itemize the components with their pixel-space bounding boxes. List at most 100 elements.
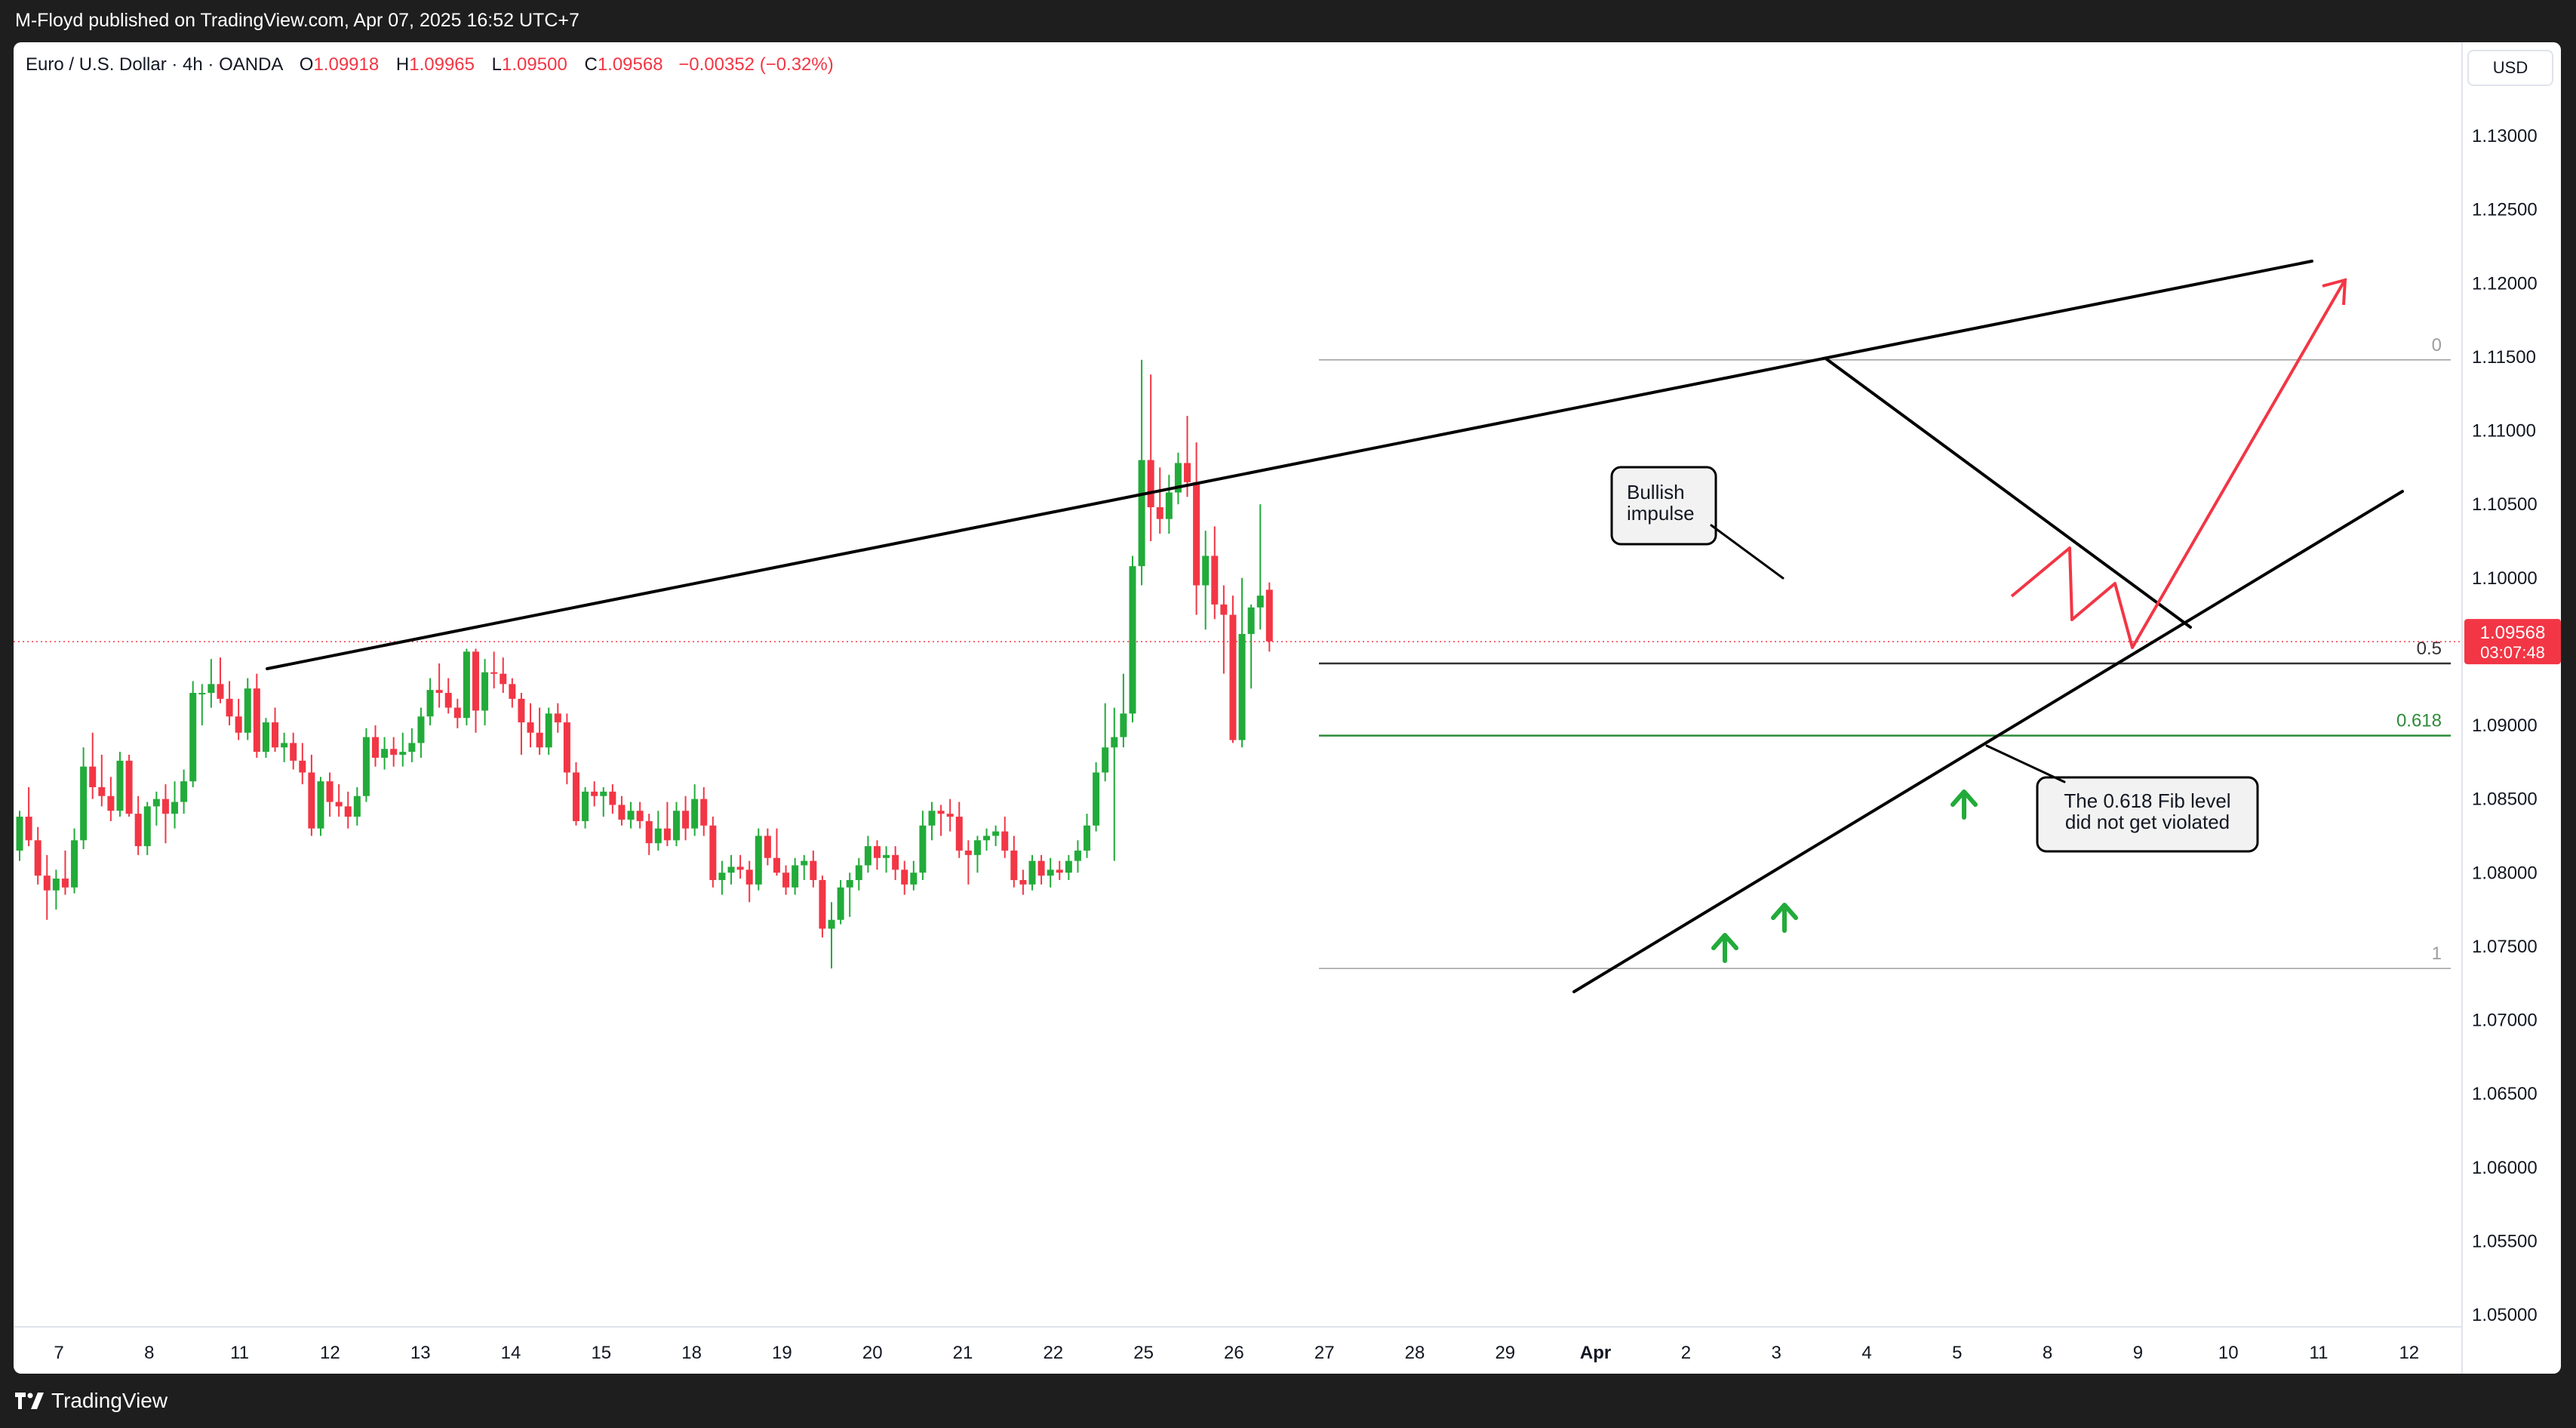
time-tick-label: 29 xyxy=(1495,1343,1515,1363)
high-label: H xyxy=(395,54,410,75)
upper-resistance-trendline xyxy=(266,260,2313,670)
candle-body xyxy=(417,716,425,743)
callout-text: impulse xyxy=(1627,502,1695,525)
time-tick-label: 7 xyxy=(54,1343,63,1363)
callout-pointer xyxy=(1710,524,1784,580)
candle-body xyxy=(226,698,233,717)
candle-body xyxy=(1010,850,1018,881)
candle-body xyxy=(1093,772,1100,826)
candle-body xyxy=(207,684,215,694)
time-tick-label: 8 xyxy=(144,1343,154,1363)
time-tick-label: 2 xyxy=(1681,1343,1691,1363)
time-tick-label: 25 xyxy=(1133,1343,1154,1363)
candle-body xyxy=(344,806,352,817)
candle-body xyxy=(846,880,853,888)
candle-body xyxy=(892,854,899,870)
candle-body xyxy=(983,836,991,841)
candle-body xyxy=(235,716,242,733)
candle-body xyxy=(80,766,88,841)
candle-body xyxy=(52,879,60,891)
candle-body xyxy=(463,651,470,719)
candle-body xyxy=(308,772,315,829)
candle-body xyxy=(946,814,954,817)
candle-body xyxy=(408,743,416,752)
price-tick-label: 1.13000 xyxy=(2472,126,2538,146)
low-value: 1.09500 xyxy=(502,54,567,75)
candle-body xyxy=(855,865,862,881)
candle-body xyxy=(554,713,561,723)
candle-body xyxy=(362,737,370,796)
candle-body xyxy=(472,651,479,711)
candle-body xyxy=(1037,860,1045,876)
candle-body xyxy=(1138,460,1145,567)
time-tick-label: Apr xyxy=(1580,1343,1611,1363)
candle-body xyxy=(828,919,835,929)
candle-body xyxy=(1147,460,1154,508)
candle-body xyxy=(1165,492,1173,519)
candle-body xyxy=(1074,850,1081,861)
footer-bar: TradingView xyxy=(0,1374,2576,1428)
candle-body xyxy=(381,749,389,758)
candle-body xyxy=(290,743,297,761)
candle-body xyxy=(563,722,570,773)
candle-body xyxy=(919,825,927,873)
candle-body xyxy=(654,828,662,844)
time-tick-label: 9 xyxy=(2133,1343,2143,1363)
price-tick-label: 1.08000 xyxy=(2472,863,2538,883)
falling-trendline xyxy=(1825,358,2192,629)
candle-body xyxy=(1220,604,1228,615)
candle-body xyxy=(992,831,1000,836)
candle-body xyxy=(16,817,23,851)
candle-body xyxy=(490,672,498,674)
candle-body xyxy=(901,869,908,885)
candle-body xyxy=(618,805,626,820)
time-tick-label: 8 xyxy=(2043,1343,2052,1363)
candle-body xyxy=(143,806,151,847)
candle-body xyxy=(1019,880,1027,885)
current-price-tag xyxy=(2464,619,2561,665)
time-tick-label: 20 xyxy=(862,1343,883,1363)
candle-body xyxy=(718,872,726,881)
candle-body xyxy=(444,693,452,708)
candle-body xyxy=(937,811,945,814)
candle-body xyxy=(864,846,871,866)
candle-body xyxy=(353,796,361,817)
fib-level-label: 0 xyxy=(2432,335,2442,355)
price-chart[interactable]: 1.13000 1.12500 1.12000 1.11500 1.11000 1.105… xyxy=(14,42,2561,1374)
chart-panel[interactable]: 1.13000 1.12500 1.12000 1.11500 1.11000 1.105… xyxy=(14,42,2561,1374)
candle-body xyxy=(773,857,780,873)
callout-text: The 0.618 Fib level xyxy=(2064,789,2230,812)
candle-body xyxy=(426,690,434,717)
candle-body xyxy=(244,688,251,733)
candle-body xyxy=(180,781,188,802)
candle-body xyxy=(399,752,407,756)
time-tick-label: 12 xyxy=(320,1343,340,1363)
price-tick-label: 1.05000 xyxy=(2472,1305,2538,1325)
candle-body xyxy=(152,799,160,807)
currency-selector[interactable]: USD xyxy=(2467,50,2553,86)
candle-body xyxy=(682,811,690,829)
candle-body xyxy=(600,791,607,796)
bullish-impulse-callout xyxy=(1610,466,1717,546)
candle-body xyxy=(125,760,133,814)
brand-name: TradingView xyxy=(51,1389,168,1412)
currency-label: USD xyxy=(2492,58,2528,77)
candle-body xyxy=(372,737,380,758)
candle-body xyxy=(34,840,41,876)
candle-body xyxy=(801,860,808,866)
time-tick-label: 13 xyxy=(410,1343,431,1363)
rising-support-trendline xyxy=(1572,490,2404,993)
green-up-arrow-icon xyxy=(1711,933,1738,963)
candle-body xyxy=(161,799,169,814)
forecast-path xyxy=(2010,281,2345,649)
candle-body xyxy=(910,872,918,885)
time-tick-label: 22 xyxy=(1043,1343,1063,1363)
candle-body xyxy=(1047,869,1054,876)
brand[interactable]: TradingView xyxy=(15,1389,168,1413)
candle-body xyxy=(253,688,260,752)
time-tick-label: 4 xyxy=(1861,1343,1871,1363)
publisher-bar: M-Floyd published on TradingView.com, Ap… xyxy=(0,0,2576,42)
time-tick-label: 14 xyxy=(501,1343,521,1363)
candle-body xyxy=(1156,507,1164,519)
candle-body xyxy=(627,811,635,820)
